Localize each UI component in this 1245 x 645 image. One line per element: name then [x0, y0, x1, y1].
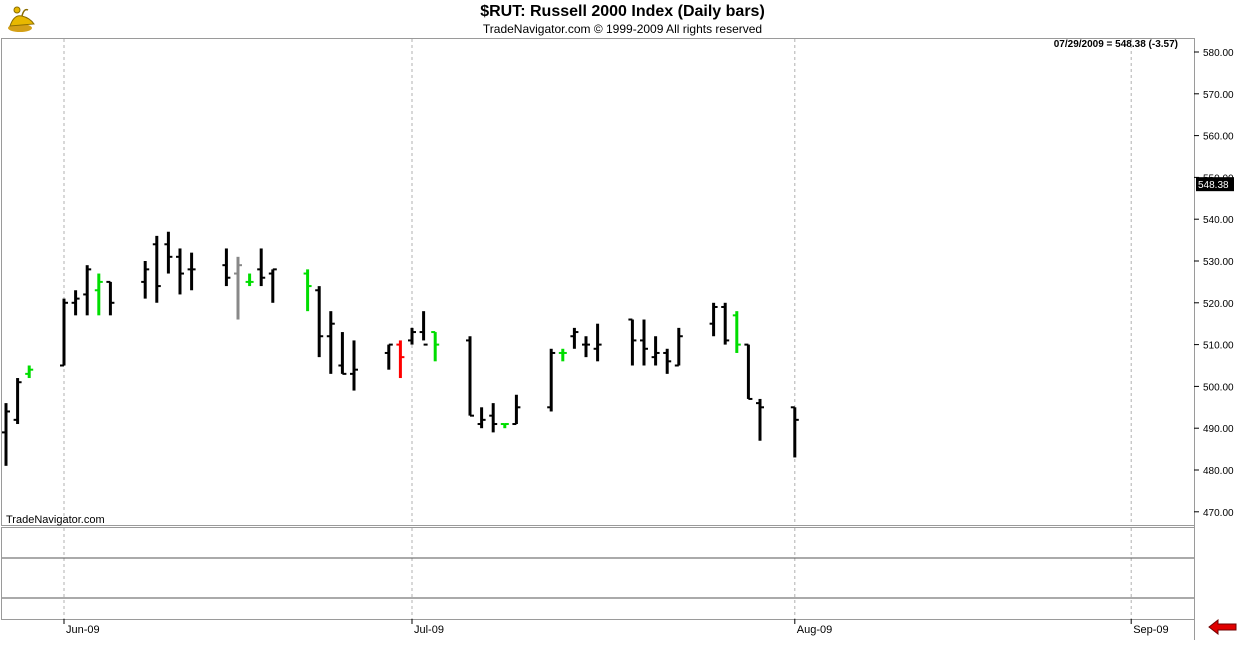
y-tick-label: 480.00 [1203, 466, 1234, 477]
stochastic-pane [1, 527, 1195, 620]
y-tick-label: 500.00 [1203, 382, 1234, 393]
y-tick-label: 530.00 [1203, 257, 1234, 268]
y-tick-label: 490.00 [1203, 424, 1234, 435]
y-tick-label: 570.00 [1203, 90, 1234, 101]
x-tick-label: Jul-09 [414, 624, 444, 636]
y-tick-label: 510.00 [1203, 341, 1234, 352]
back-arrow-icon[interactable] [1208, 618, 1238, 636]
x-tick-label: Jun-09 [66, 624, 100, 636]
genie-lamp-icon[interactable] [4, 4, 38, 34]
y-tick-label: 520.00 [1203, 299, 1234, 310]
x-tick-label: Aug-09 [797, 624, 832, 636]
y-tick-label: 580.00 [1203, 48, 1234, 59]
last-price-box [1196, 177, 1234, 192]
chart-title: $RUT: Russell 2000 Index (Daily bars) [480, 3, 765, 20]
last-price-label: 548.38 [1198, 180, 1229, 191]
chart-subtitle: TradeNavigator.com © 1999-2009 All right… [482, 22, 763, 36]
x-tick-label: Sep-09 [1133, 624, 1168, 636]
y-tick-label: 540.00 [1203, 215, 1234, 226]
y-tick-label: 470.00 [1203, 508, 1234, 519]
y-tick-label: 560.00 [1203, 132, 1234, 143]
last-quote-label: 07/29/2009 = 548.38 (-3.57) [1054, 39, 1178, 50]
price-pane [1, 38, 1195, 526]
watermark-text: TradeNavigator.com [6, 514, 105, 526]
